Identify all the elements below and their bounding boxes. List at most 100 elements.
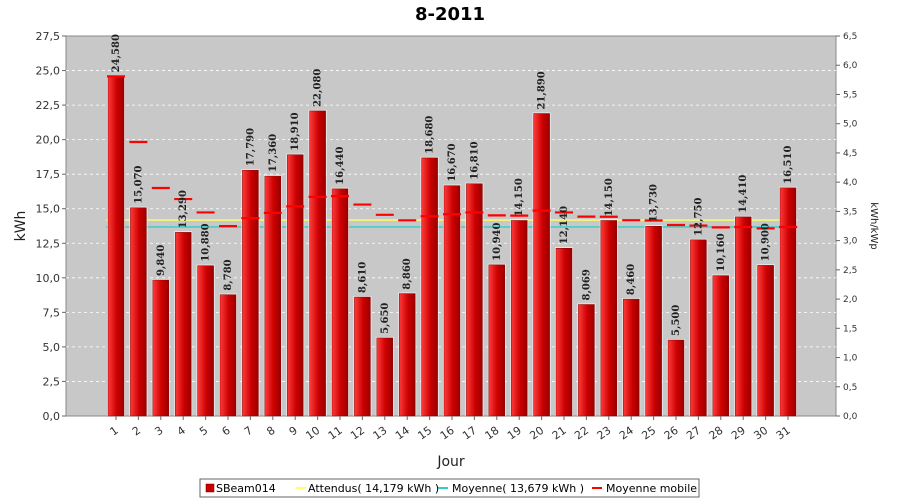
x-tick-label: 14 bbox=[393, 424, 412, 443]
data-label: 5,500 bbox=[671, 305, 682, 336]
data-label: 13,730 bbox=[649, 184, 660, 222]
y2-tick-label: 5,0 bbox=[843, 120, 858, 130]
y-tick-label: 7,5 bbox=[43, 306, 61, 319]
bar bbox=[488, 264, 506, 417]
data-label: 15,070 bbox=[133, 165, 144, 203]
x-tick-label: 8 bbox=[264, 424, 277, 439]
legend-item-label: Attendus( 14,179 kWh ) bbox=[308, 482, 439, 495]
legend-swatch-bar bbox=[205, 483, 215, 493]
y-axis-left: 0,0 2,5 5,0 7,5 10,0 12,5 15,0 17,5 20,0 22,5 25,0… bbox=[36, 30, 66, 423]
x-tick-label: 28 bbox=[707, 424, 726, 443]
bar bbox=[219, 294, 237, 417]
x-tick-label: 7 bbox=[242, 424, 255, 439]
bar bbox=[376, 337, 394, 417]
y2-axis-label: kWh/kWp bbox=[868, 202, 879, 249]
bar bbox=[354, 296, 371, 417]
x-tick-label: 19 bbox=[505, 424, 524, 443]
x-axis: 1 2 3 4 5 6 7 8 9 10 11 12 13 14 15 16 17 18 19 20 21 22 23 24 2… bbox=[108, 416, 793, 442]
data-label: 16,810 bbox=[469, 141, 480, 179]
bar bbox=[510, 220, 528, 417]
data-label: 8,610 bbox=[357, 262, 368, 293]
x-tick-label: 29 bbox=[729, 424, 748, 443]
bar bbox=[466, 183, 483, 417]
bar bbox=[242, 169, 259, 417]
x-tick-label: 30 bbox=[751, 424, 770, 443]
legend-item-label: Moyenne mobile bbox=[606, 482, 697, 495]
y-tick-label: 17,5 bbox=[36, 168, 61, 181]
bar bbox=[555, 247, 573, 417]
y2-tick-label: 4,0 bbox=[843, 178, 858, 188]
x-tick-label: 16 bbox=[438, 424, 457, 443]
bar bbox=[600, 220, 618, 417]
data-label: 22,080 bbox=[313, 69, 324, 107]
x-tick-label: 25 bbox=[639, 424, 658, 443]
y-tick-label: 12,5 bbox=[36, 237, 61, 250]
y2-tick-label: 5,5 bbox=[843, 90, 857, 100]
x-tick-label: 24 bbox=[617, 424, 636, 443]
y2-tick-label: 6,5 bbox=[843, 32, 857, 42]
y2-tick-label: 1,5 bbox=[843, 324, 857, 334]
bar bbox=[421, 157, 438, 417]
bar bbox=[107, 76, 125, 417]
bar bbox=[130, 207, 147, 417]
data-label: 9,840 bbox=[156, 245, 167, 276]
bar bbox=[690, 239, 707, 417]
x-tick-label: 12 bbox=[348, 424, 367, 443]
x-tick-label: 11 bbox=[326, 424, 345, 443]
data-label: 12,750 bbox=[693, 198, 704, 236]
x-tick-label: 23 bbox=[595, 424, 614, 443]
y-tick-label: 2,5 bbox=[43, 375, 61, 388]
bar bbox=[443, 185, 461, 417]
y2-tick-label: 3,0 bbox=[843, 237, 858, 247]
y2-tick-label: 0,0 bbox=[843, 412, 858, 422]
x-tick-label: 27 bbox=[684, 424, 703, 443]
y-tick-label: 20,0 bbox=[36, 134, 61, 147]
data-label: 14,150 bbox=[514, 178, 525, 216]
x-tick-label: 5 bbox=[197, 424, 210, 439]
data-label: 18,910 bbox=[290, 112, 301, 150]
data-label: 5,650 bbox=[380, 303, 391, 334]
data-label: 8,069 bbox=[581, 269, 592, 300]
bar bbox=[286, 154, 304, 417]
y-tick-label: 10,0 bbox=[36, 272, 61, 285]
y2-tick-label: 1,0 bbox=[843, 354, 858, 364]
y2-tick-label: 6,0 bbox=[843, 61, 858, 71]
y2-tick-label: 0,5 bbox=[843, 383, 857, 393]
bar bbox=[578, 304, 595, 417]
x-tick-label: 21 bbox=[550, 424, 569, 443]
bar bbox=[398, 293, 416, 417]
data-label: 24,580 bbox=[111, 34, 122, 72]
x-tick-label: 3 bbox=[152, 424, 165, 439]
data-label: 16,440 bbox=[335, 147, 346, 185]
data-label: 8,780 bbox=[223, 259, 234, 290]
y-tick-label: 0,0 bbox=[43, 410, 61, 423]
data-label: 21,890 bbox=[537, 71, 548, 109]
bar bbox=[779, 187, 797, 417]
data-label: 10,900 bbox=[761, 223, 772, 261]
y2-tick-label: 3,5 bbox=[843, 207, 857, 217]
data-label: 17,790 bbox=[245, 128, 256, 166]
moving-average-series bbox=[107, 75, 797, 230]
x-tick-label: 18 bbox=[483, 424, 502, 443]
data-label: 10,160 bbox=[716, 233, 727, 271]
bar bbox=[197, 265, 214, 417]
data-label: 8,460 bbox=[626, 264, 637, 295]
bar bbox=[174, 232, 192, 417]
x-tick-label: 22 bbox=[572, 424, 591, 443]
bar bbox=[645, 226, 662, 417]
x-tick-label: 13 bbox=[371, 424, 390, 443]
y-axis-right: 0,0 0,5 1,0 1,5 2,0 2,5 3,0 3,5 4,0 4,5 5,0 5,5 6,0 6… bbox=[836, 32, 858, 422]
y2-tick-label: 4,5 bbox=[843, 149, 857, 159]
y-tick-label: 25,0 bbox=[36, 65, 61, 78]
bar bbox=[331, 188, 349, 417]
x-tick-label: 15 bbox=[415, 424, 434, 443]
data-labels: 24,580 15,070 9,840 13,290 10,880 8,780 17,790… bbox=[111, 34, 794, 336]
x-tick-label: 6 bbox=[220, 424, 233, 439]
y-tick-label: 27,5 bbox=[36, 30, 61, 43]
bar bbox=[309, 110, 326, 417]
legend: SBeam014 Attendus( 14,179 kWh ) Moyenne( 1… bbox=[199, 478, 700, 498]
data-label: 12,140 bbox=[559, 206, 570, 244]
y-tick-label: 15,0 bbox=[36, 203, 61, 216]
data-label: 14,150 bbox=[604, 178, 615, 216]
